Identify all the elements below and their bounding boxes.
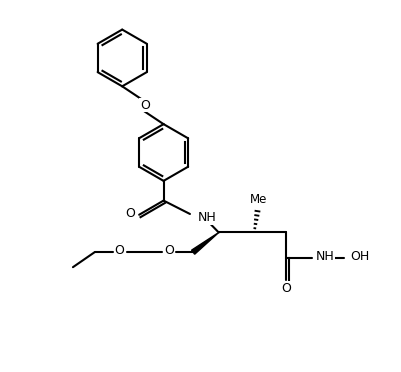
- Text: O: O: [114, 244, 124, 257]
- Text: NH: NH: [198, 211, 217, 224]
- Text: O: O: [163, 244, 173, 257]
- Text: O: O: [280, 282, 290, 295]
- Text: Me: Me: [249, 192, 267, 205]
- Text: OH: OH: [350, 250, 369, 263]
- Polygon shape: [191, 232, 218, 254]
- Text: NH: NH: [315, 250, 334, 263]
- Text: O: O: [140, 99, 150, 112]
- Text: O: O: [125, 208, 135, 221]
